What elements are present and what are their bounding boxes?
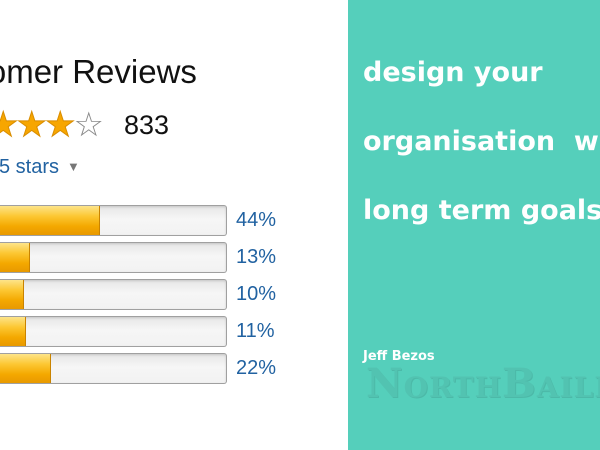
histogram-bar-track[interactable] bbox=[0, 205, 227, 236]
histogram-percent-link[interactable]: 11% bbox=[236, 320, 275, 342]
histogram-bar-track[interactable] bbox=[0, 279, 227, 310]
histogram-bar-fill bbox=[0, 206, 100, 235]
star-filled-icon: ★ bbox=[0, 105, 19, 146]
reviews-title: Customer Reviews bbox=[0, 53, 197, 90]
histogram-row[interactable]: 10% bbox=[0, 279, 300, 310]
chevron-down-icon: ▼ bbox=[66, 159, 80, 174]
quote-author: Jeff Bezos bbox=[363, 349, 435, 364]
customer-reviews-panel: Customer Reviews ★ ★ ★ ☆ 833 3.3 out of … bbox=[0, 53, 300, 384]
histogram-bar-track[interactable] bbox=[0, 353, 227, 384]
review-count: 833 bbox=[123, 110, 169, 140]
average-rating-dropdown-link[interactable]: 3.3 out of 5 stars ▼ bbox=[0, 154, 80, 180]
histogram-bar-fill bbox=[0, 317, 26, 346]
watermark-logo: NorthBailey bbox=[366, 360, 600, 407]
histogram-row[interactable]: 44% bbox=[0, 205, 300, 236]
histogram-row[interactable]: 11% bbox=[0, 316, 300, 347]
histogram-percent-link[interactable]: 13% bbox=[236, 246, 277, 268]
histogram-bar-track[interactable] bbox=[0, 316, 227, 347]
histogram-percent-link[interactable]: 44% bbox=[236, 209, 277, 231]
star-rating[interactable]: ★ ★ ★ ☆ 833 bbox=[0, 104, 169, 146]
quote-line: design your bbox=[363, 57, 543, 88]
histogram-bar-track[interactable] bbox=[0, 242, 227, 273]
histogram-bar-fill bbox=[0, 280, 24, 309]
quote-line: organisation with bbox=[363, 126, 600, 157]
quote-panel: design your organisation with long term … bbox=[348, 0, 600, 450]
average-rating-text: 3.3 out of 5 stars bbox=[0, 156, 59, 178]
histogram-bar-fill bbox=[0, 354, 51, 383]
histogram-percent-link[interactable]: 22% bbox=[236, 357, 277, 379]
star-filled-icon: ★ bbox=[16, 105, 48, 146]
histogram-percent-link[interactable]: 10% bbox=[236, 283, 277, 305]
star-empty-icon: ☆ bbox=[73, 105, 104, 145]
histogram-row[interactable]: 22% bbox=[0, 353, 300, 384]
quote-line: long term goals bbox=[363, 195, 600, 226]
star-filled-icon: ★ bbox=[44, 105, 76, 146]
histogram-row[interactable]: 13% bbox=[0, 242, 300, 273]
histogram-bar-fill bbox=[0, 243, 30, 272]
